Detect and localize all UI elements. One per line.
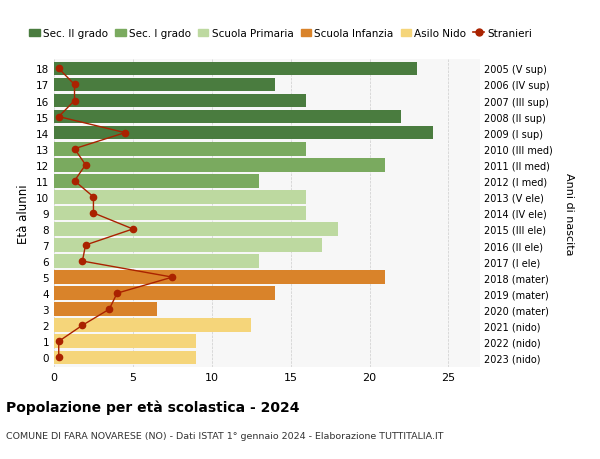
Y-axis label: Età alunni: Età alunni bbox=[17, 184, 31, 243]
Bar bbox=[54, 78, 275, 92]
Bar bbox=[54, 62, 417, 76]
Bar bbox=[54, 95, 307, 108]
Bar bbox=[54, 190, 307, 204]
Bar bbox=[54, 319, 251, 332]
Bar bbox=[54, 143, 307, 156]
Bar bbox=[54, 303, 157, 316]
Bar bbox=[54, 127, 433, 140]
Y-axis label: Anni di nascita: Anni di nascita bbox=[564, 172, 574, 255]
Bar bbox=[54, 351, 196, 364]
Legend: Sec. II grado, Sec. I grado, Scuola Primaria, Scuola Infanzia, Asilo Nido, Stran: Sec. II grado, Sec. I grado, Scuola Prim… bbox=[25, 25, 536, 43]
Bar bbox=[54, 111, 401, 124]
Bar bbox=[54, 174, 259, 188]
Bar bbox=[54, 255, 259, 269]
Bar bbox=[54, 287, 275, 300]
Bar bbox=[54, 207, 307, 220]
Bar bbox=[54, 271, 385, 284]
Bar bbox=[54, 223, 338, 236]
Bar bbox=[54, 158, 385, 172]
Text: Popolazione per età scolastica - 2024: Popolazione per età scolastica - 2024 bbox=[6, 399, 299, 414]
Bar bbox=[54, 335, 196, 348]
Text: COMUNE DI FARA NOVARESE (NO) - Dati ISTAT 1° gennaio 2024 - Elaborazione TUTTITA: COMUNE DI FARA NOVARESE (NO) - Dati ISTA… bbox=[6, 431, 443, 441]
Bar bbox=[54, 239, 322, 252]
